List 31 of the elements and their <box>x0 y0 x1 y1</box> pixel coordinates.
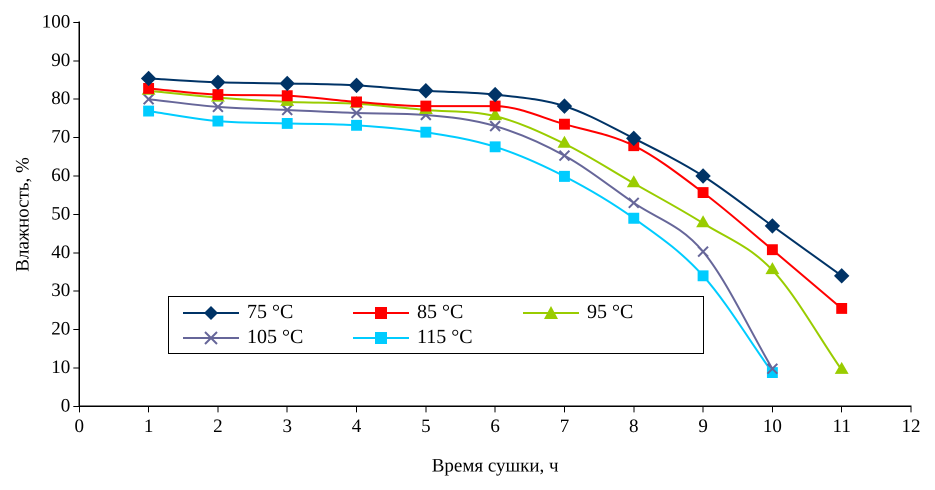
y-axis-title: Влажность, % <box>12 156 34 272</box>
x-tick-label: 6 <box>490 416 500 437</box>
x-tick-label: 5 <box>421 416 431 437</box>
y-tick-label: 80 <box>51 88 70 110</box>
y-tick-label: 40 <box>51 242 70 263</box>
x-axis-title: Время сушки, ч <box>432 456 560 477</box>
legend-label: 95 °C <box>587 301 634 324</box>
x-tick-label: 1 <box>144 416 154 437</box>
y-tick-label: 10 <box>51 356 70 378</box>
x-tick-label: 11 <box>832 416 851 437</box>
y-tick-label: 0 <box>60 395 70 416</box>
x-tick-label: 9 <box>698 416 708 437</box>
x-tick-label: 3 <box>282 416 292 437</box>
legend-label: 85 °C <box>417 301 464 324</box>
y-tick-label: 20 <box>51 318 70 340</box>
y-tick-label: 30 <box>51 280 70 302</box>
x-tick-label: 4 <box>352 416 362 437</box>
y-tick-label: 90 <box>51 50 70 71</box>
x-tick-label: 10 <box>762 416 782 437</box>
legend-label: 115 °C <box>417 326 473 349</box>
y-tick-label: 60 <box>51 164 70 186</box>
y-tick-label: 100 <box>42 11 70 32</box>
x-tick-label: 7 <box>560 416 570 437</box>
y-tick-label: 50 <box>51 203 70 224</box>
legend-label: 75 °C <box>247 301 294 324</box>
x-tick-label: 2 <box>213 416 223 437</box>
x-tick-label: 12 <box>902 416 920 437</box>
legend-label: 105 °C <box>247 326 304 349</box>
y-tick-label: 70 <box>51 126 70 148</box>
x-tick-label: 0 <box>74 416 84 437</box>
x-tick-label: 8 <box>629 416 639 437</box>
